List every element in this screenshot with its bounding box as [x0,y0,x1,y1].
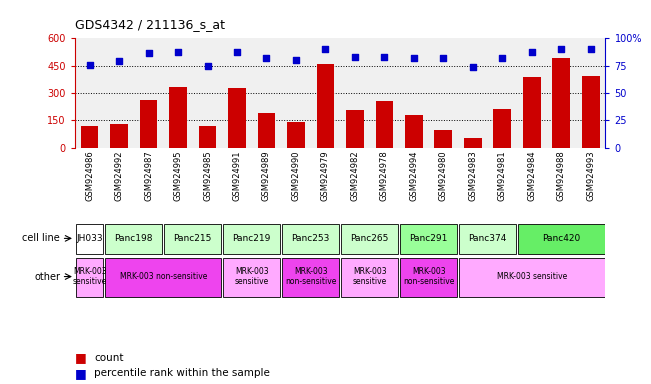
Bar [405,115,422,148]
Bar [164,224,221,254]
Bar [105,258,221,297]
Bar [459,258,605,297]
Text: count: count [94,353,124,363]
Point [556,46,566,53]
Bar [341,224,398,254]
Point [438,55,449,61]
Text: MRK-003
sensitive: MRK-003 sensitive [72,267,107,286]
Text: ■: ■ [75,351,87,364]
Bar [341,258,398,297]
Bar [282,224,339,254]
Text: ■: ■ [75,367,87,380]
Point [173,48,183,55]
Bar [464,138,482,148]
Point [202,63,213,69]
Text: other: other [34,271,60,281]
Text: JH033: JH033 [76,234,103,243]
Point [291,57,301,63]
Bar [169,87,187,148]
Bar [81,126,98,148]
Bar [228,88,246,148]
Bar [493,109,511,148]
Point [114,58,124,65]
Point [467,64,478,70]
Bar [552,58,570,148]
Text: Panc198: Panc198 [115,234,153,243]
Bar [223,258,281,297]
Text: MRK-003
sensitive: MRK-003 sensitive [352,267,387,286]
Text: MRK-003 non-sensitive: MRK-003 non-sensitive [120,272,207,281]
Text: Panc215: Panc215 [174,234,212,243]
Bar [140,99,158,148]
Text: MRK-003 sensitive: MRK-003 sensitive [497,272,567,281]
Bar [346,111,364,148]
Text: Panc291: Panc291 [409,234,448,243]
Bar [105,224,162,254]
Point [379,54,389,60]
Point [497,55,508,61]
Text: Panc253: Panc253 [292,234,330,243]
Bar [316,64,334,148]
Point [320,46,331,53]
Bar [400,224,457,254]
Point [409,55,419,61]
Bar [258,113,275,148]
Text: MRK-003
sensitive: MRK-003 sensitive [234,267,269,286]
Bar [434,130,452,148]
Bar [376,101,393,148]
Text: Panc219: Panc219 [232,234,271,243]
Text: Panc265: Panc265 [350,234,389,243]
Text: MRK-003
non-sensitive: MRK-003 non-sensitive [403,267,454,286]
Bar [76,258,104,297]
Bar [518,224,605,254]
Text: percentile rank within the sample: percentile rank within the sample [94,368,270,378]
Text: Panc374: Panc374 [468,234,506,243]
Point [232,48,242,55]
Bar [76,224,104,254]
Point [143,50,154,56]
Bar [523,77,540,148]
Point [261,55,271,61]
Bar [459,224,516,254]
Bar [110,124,128,148]
Point [85,61,95,68]
Point [350,54,360,60]
Point [585,46,596,53]
Bar [282,258,339,297]
Text: Panc420: Panc420 [542,234,580,243]
Bar [287,122,305,148]
Text: MRK-003
non-sensitive: MRK-003 non-sensitive [285,267,337,286]
Bar [582,76,600,148]
Bar [400,258,457,297]
Bar [199,126,216,148]
Bar [223,224,281,254]
Text: cell line: cell line [22,233,60,243]
Point [527,48,537,55]
Text: GDS4342 / 211136_s_at: GDS4342 / 211136_s_at [75,18,225,31]
